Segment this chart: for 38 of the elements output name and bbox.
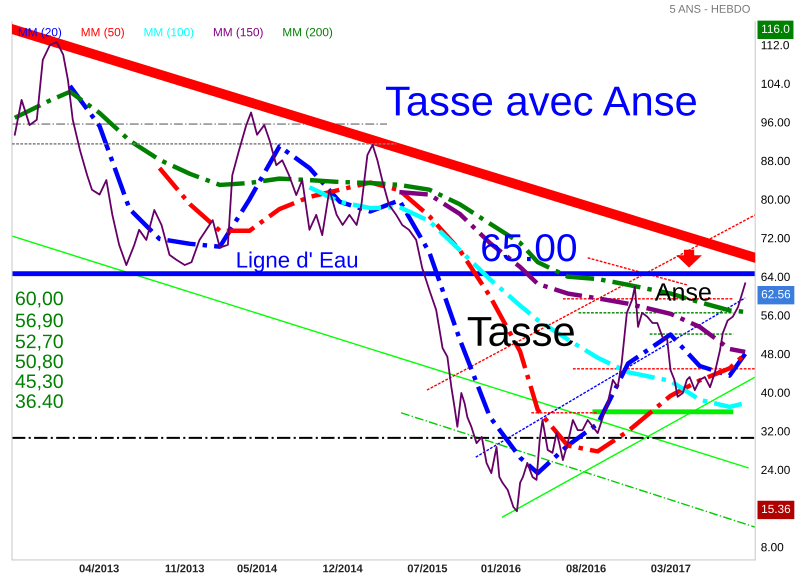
x-tick-label: 04/2013 [80, 564, 119, 572]
text: 15.36 [762, 504, 790, 514]
x-tick-label: 11/2013 [166, 564, 204, 572]
x-tick-label: 01/2016 [481, 564, 521, 572]
x-tick-label: 07/2015 [408, 564, 448, 572]
x-tick-label: 12/2014 [323, 564, 363, 572]
y-tick-label: 56.00 [761, 311, 790, 320]
text: 116.0 [762, 24, 790, 33]
y-tick-label: 80.00 [761, 195, 790, 204]
text: 62.56 [762, 290, 790, 298]
x-tick-label: 08/2016 [566, 564, 606, 572]
text: MM (20) [18, 28, 62, 39]
y-tick-label: 32.00 [761, 427, 790, 436]
annotation: 45,30 [15, 374, 63, 390]
y-tick-label: 48.00 [761, 350, 790, 358]
annotation: 50,80 [16, 354, 63, 371]
annotation: 56,90 [16, 314, 63, 330]
y-tick-label: 96.00 [761, 118, 790, 127]
annotation: Tasse avec Anse [386, 86, 696, 116]
annotation: Ligne d' Eau [238, 251, 358, 272]
text: MM (150) [214, 28, 263, 39]
y-tick-label: 8.00 [761, 542, 784, 552]
text: MM (100) [144, 28, 194, 39]
annotation: 60,00 [16, 291, 63, 308]
y-tick-label: 104.0 [762, 80, 790, 88]
y-tick-label: 72.00 [761, 234, 790, 242]
x-tick-label: 03/2017 [651, 564, 690, 572]
y-tick-label: 88.00 [761, 156, 790, 166]
annotation: 36.40 [16, 394, 63, 408]
y-tick-label: 40.00 [761, 388, 790, 397]
annotation: 52,70 [16, 334, 63, 351]
chart-subtitle: 5 ANS - HEBDO [670, 4, 750, 13]
y-tick-label: 24.00 [761, 466, 790, 474]
text: MM (200) [283, 28, 332, 39]
y-tick-label: 64.00 [761, 272, 790, 282]
text: MM (50) [82, 28, 124, 39]
y-tick-label: 112.0 [762, 40, 789, 50]
x-tick-label: 05/2014 [237, 564, 278, 572]
